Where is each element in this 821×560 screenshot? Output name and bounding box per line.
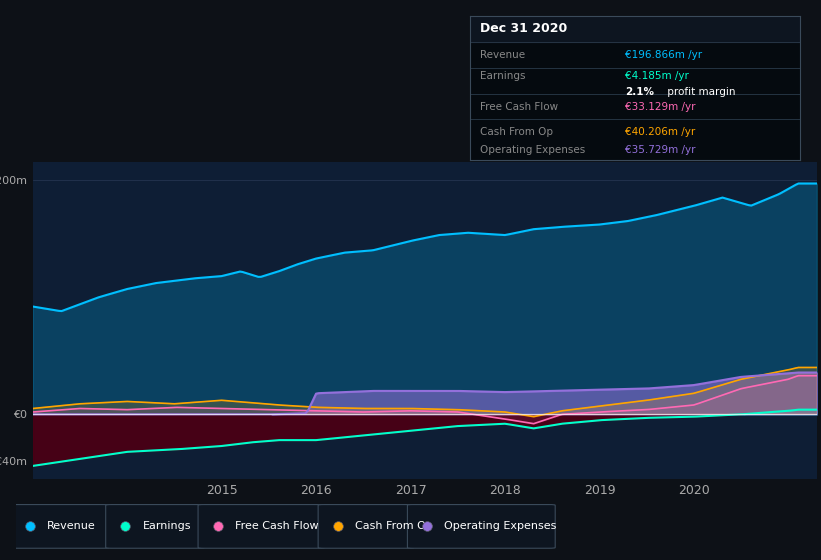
Text: Earnings: Earnings: [143, 521, 191, 531]
Text: Revenue: Revenue: [479, 50, 525, 60]
Text: €35.729m /yr: €35.729m /yr: [625, 145, 695, 155]
FancyBboxPatch shape: [198, 505, 324, 548]
FancyBboxPatch shape: [10, 505, 108, 548]
Text: €40.206m /yr: €40.206m /yr: [625, 127, 695, 137]
Text: Cash From Op: Cash From Op: [479, 127, 553, 137]
Text: €4.185m /yr: €4.185m /yr: [625, 71, 689, 81]
Text: Operating Expenses: Operating Expenses: [444, 521, 557, 531]
FancyBboxPatch shape: [319, 505, 414, 548]
Bar: [470, 16, 800, 41]
FancyBboxPatch shape: [407, 505, 555, 548]
Text: Revenue: Revenue: [48, 521, 96, 531]
Text: profit margin: profit margin: [664, 87, 736, 96]
Text: Cash From Op: Cash From Op: [355, 521, 433, 531]
Text: Operating Expenses: Operating Expenses: [479, 145, 585, 155]
Text: €196.866m /yr: €196.866m /yr: [625, 50, 702, 60]
Text: Dec 31 2020: Dec 31 2020: [479, 22, 566, 35]
Text: Free Cash Flow: Free Cash Flow: [235, 521, 319, 531]
Text: Earnings: Earnings: [479, 71, 525, 81]
Text: €33.129m /yr: €33.129m /yr: [625, 102, 695, 111]
FancyBboxPatch shape: [106, 505, 204, 548]
Text: Free Cash Flow: Free Cash Flow: [479, 102, 557, 111]
Text: 2.1%: 2.1%: [625, 87, 654, 96]
